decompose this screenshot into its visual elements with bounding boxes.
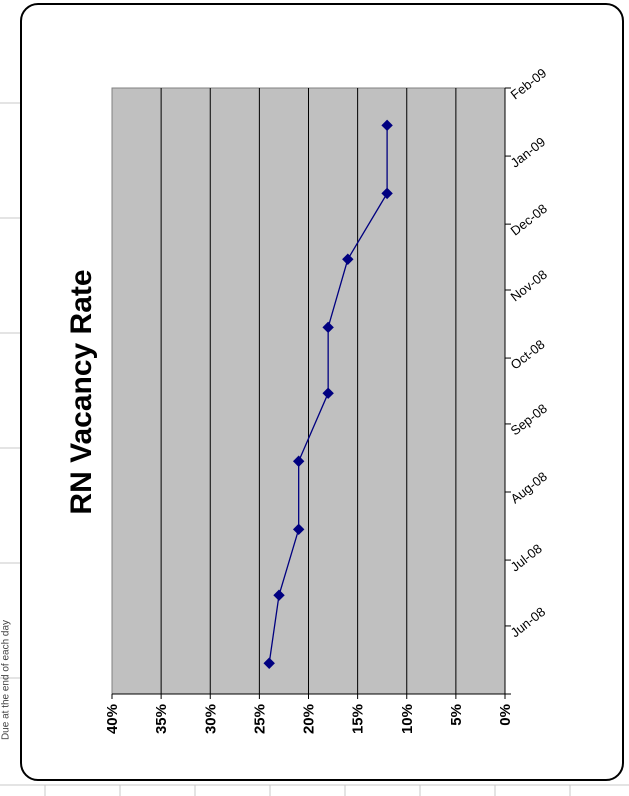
chart-title: RN Vacancy Rate [65, 269, 98, 515]
data-point [381, 187, 393, 200]
value-tick-label: 35% [153, 704, 170, 734]
value-tick-label: 10% [399, 704, 416, 734]
time-tick-label: Jul-08 [508, 541, 545, 575]
value-tick-label: 20% [301, 704, 318, 734]
data-point [322, 321, 334, 334]
value-tick-label: 25% [251, 704, 268, 734]
data-point [263, 657, 275, 669]
time-tick-label: Jun-08 [508, 604, 549, 640]
time-tick-label: Oct-08 [508, 337, 548, 373]
time-tick-label: Jan-09 [508, 134, 549, 170]
data-point [292, 455, 305, 467]
time-tick-label: Sep-08 [508, 401, 550, 439]
data-point [381, 119, 393, 132]
data-point [322, 387, 334, 399]
data-point [292, 523, 305, 536]
time-tick-label: Feb-09 [508, 65, 550, 102]
value-tick-label: 30% [202, 704, 219, 734]
time-tick-label: Nov-08 [508, 267, 550, 305]
data-point [342, 253, 354, 265]
value-tick-label: 15% [350, 704, 367, 734]
data-point [273, 589, 285, 601]
value-tick-label: 0% [497, 704, 514, 726]
value-tick-label: 40% [104, 704, 121, 734]
value-tick-label: 5% [448, 704, 465, 726]
time-tick-label: Dec-08 [508, 201, 550, 239]
time-tick-label: Aug-08 [508, 469, 550, 507]
